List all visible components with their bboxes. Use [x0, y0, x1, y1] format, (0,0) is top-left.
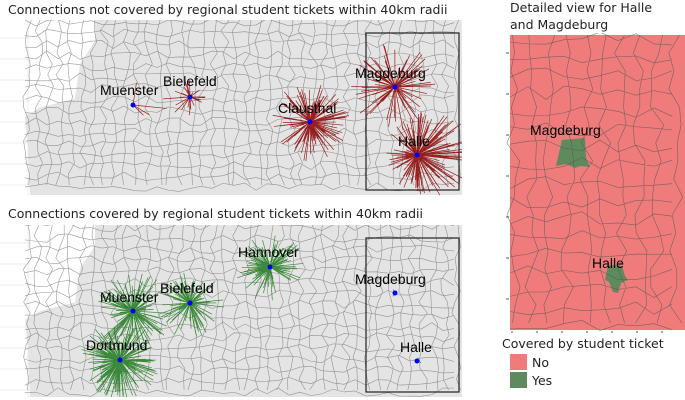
detail-panel-title-2: and Magdeburg — [510, 17, 609, 32]
legend-label-no: No — [532, 354, 549, 370]
city-label: Halle — [592, 255, 624, 271]
city-point — [130, 308, 136, 314]
city-point — [392, 84, 398, 90]
city-label: Muenster — [100, 289, 159, 305]
city-label: Magdeburg — [355, 65, 426, 81]
legend-label-yes: Yes — [532, 372, 553, 388]
detail-frame — [365, 32, 460, 191]
detail-map: Magdeburg Halle — [506, 33, 685, 333]
connection-lines — [386, 111, 462, 195]
city-label: Magdeburg — [355, 271, 426, 287]
legend-item-yes: Yes — [510, 372, 552, 388]
connection-lines — [163, 80, 206, 116]
city-label: Halle — [398, 133, 430, 149]
connection-lines — [98, 273, 172, 348]
city-label: Hannover — [238, 244, 299, 260]
city-label: Halle — [400, 339, 432, 355]
connection-lines — [236, 235, 304, 301]
city-point — [117, 357, 123, 363]
city-label: Bielefeld — [160, 280, 214, 296]
connection-lines — [158, 272, 224, 337]
legend-swatch-yes — [510, 372, 527, 388]
city-label: Muenster — [100, 82, 159, 98]
city-label: Dortmund — [86, 337, 147, 353]
legend-title: Covered by student ticket — [502, 336, 664, 351]
city-label: Bielefeld — [163, 73, 217, 89]
city-point — [187, 300, 193, 306]
top-panel-title: Connections not covered by regional stud… — [8, 2, 448, 17]
city-point — [414, 358, 420, 364]
city-point — [130, 102, 136, 108]
city-label: Clausthal — [278, 100, 336, 116]
district-borders — [506, 33, 684, 331]
legend-swatch-no — [510, 354, 527, 370]
city-point — [267, 264, 273, 270]
city-label: Magdeburg — [530, 122, 601, 138]
city-point — [307, 119, 313, 125]
detail-panel-title-1: Detailed view for Halle — [510, 0, 653, 15]
magdeburg-covered-area — [556, 138, 590, 168]
connection-lines — [272, 84, 350, 162]
connection-lines — [132, 82, 167, 116]
halle-covered-area — [605, 265, 628, 293]
detail-frame — [365, 237, 460, 393]
connection-lines — [351, 44, 436, 131]
legend-item-no: No — [510, 354, 549, 370]
bottom-panel-title: Connections covered by regional student … — [8, 206, 423, 221]
connection-lines — [81, 325, 158, 397]
city-point — [392, 290, 398, 296]
city-point — [187, 94, 193, 100]
city-point — [414, 152, 420, 158]
